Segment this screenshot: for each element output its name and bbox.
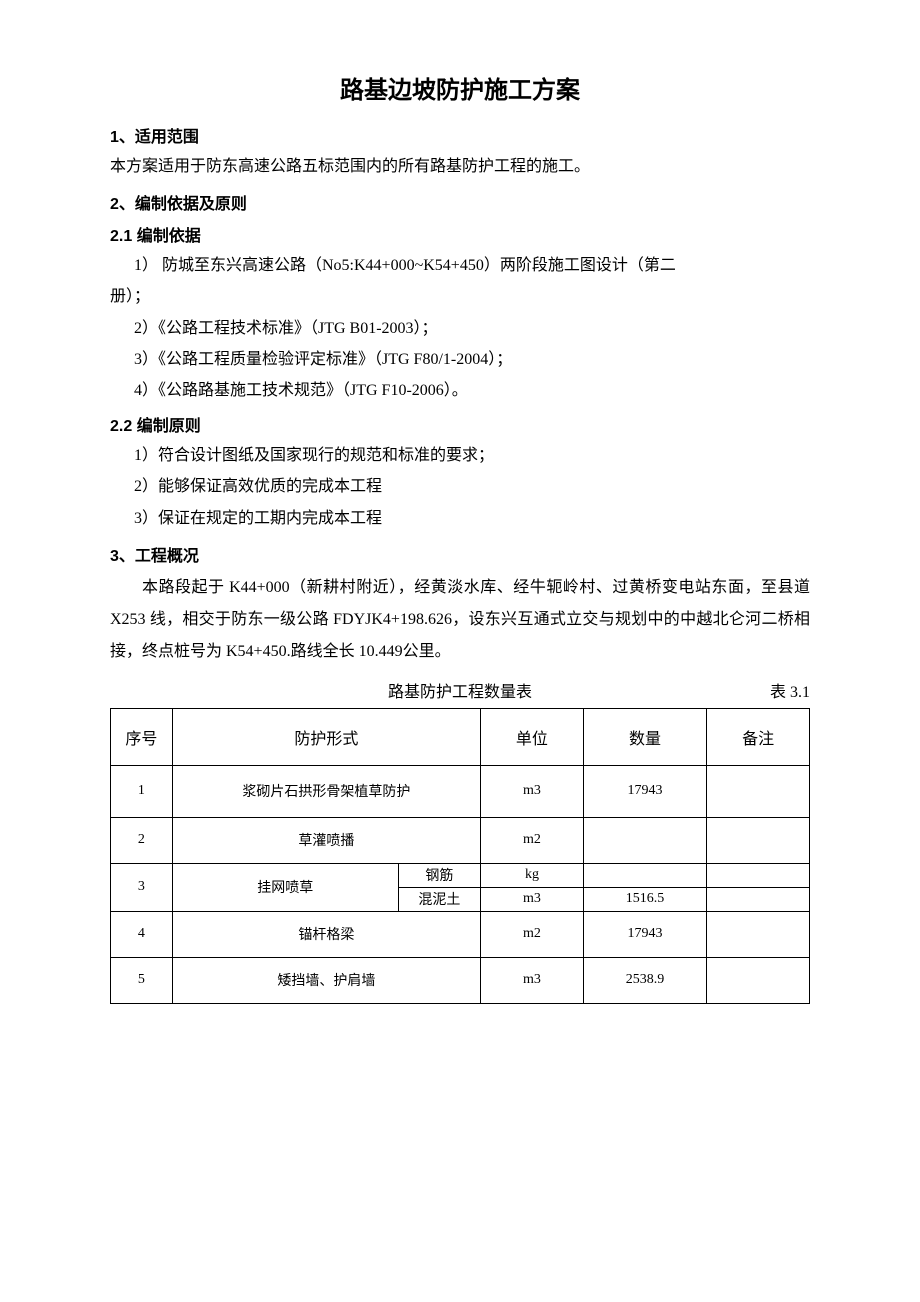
cell-qty: 2538.9 [583, 957, 706, 1003]
cell-note [707, 817, 810, 863]
cell-note [707, 957, 810, 1003]
cell-note [707, 887, 810, 911]
cell-type: 草灌喷播 [172, 817, 480, 863]
cell-unit: m2 [481, 911, 584, 957]
cell-unit: kg [481, 863, 584, 887]
section-2-2-item-2: 2）能够保证高效优质的完成本工程 [110, 473, 810, 500]
cell-seq: 3 [111, 863, 173, 911]
section-3-heading: 3、工程概况 [110, 542, 810, 566]
section-2-1-item-4: 4）《公路路基施工技术规范》（JTG F10-2006）。 [110, 377, 810, 404]
cell-unit: m2 [481, 817, 584, 863]
table-number: 表 3.1 [770, 678, 810, 702]
cell-seq: 4 [111, 911, 173, 957]
section-2-2-item-1: 1）符合设计图纸及国家现行的规范和标准的要求； [110, 442, 810, 469]
cell-type: 锚杆格梁 [172, 911, 480, 957]
table-row: 2 草灌喷播 m2 [111, 817, 810, 863]
cell-qty: 17943 [583, 911, 706, 957]
cell-type: 挂网喷草 [172, 863, 398, 911]
table-caption: 路基防护工程数量表 [388, 678, 532, 702]
cell-note [707, 911, 810, 957]
col-type: 防护形式 [172, 708, 480, 765]
document-page: 路基边坡防护施工方案 1、适用范围 本方案适用于防东高速公路五标范围内的所有路基… [0, 0, 920, 1302]
section-2-1-item-3: 3）《公路工程质量检验评定标准》（JTG F80/1-2004）； [110, 346, 810, 373]
cell-sub: 钢筋 [398, 863, 480, 887]
table-caption-row: 路基防护工程数量表 表 3.1 [110, 678, 810, 702]
section-2-heading: 2、编制依据及原则 [110, 190, 810, 214]
table-header-row: 序号 防护形式 单位 数量 备注 [111, 708, 810, 765]
table-row: 1 浆砌片石拱形骨架植草防护 m3 17943 [111, 765, 810, 817]
cell-seq: 2 [111, 817, 173, 863]
cell-unit: m3 [481, 765, 584, 817]
cell-qty [583, 863, 706, 887]
col-note: 备注 [707, 708, 810, 765]
col-unit: 单位 [481, 708, 584, 765]
section-2-1-item-2: 2）《公路工程技术标准》（JTG B01-2003）； [110, 315, 810, 342]
table-row: 3 挂网喷草 钢筋 kg [111, 863, 810, 887]
cell-seq: 1 [111, 765, 173, 817]
cell-sub: 混泥土 [398, 887, 480, 911]
section-2-2-heading: 2.2 编制原则 [110, 412, 810, 436]
section-1-heading: 1、适用范围 [110, 123, 810, 147]
page-title: 路基边坡防护施工方案 [110, 70, 810, 105]
cell-note [707, 765, 810, 817]
section-2-1-item-1a: 1） 防城至东兴高速公路（No5:K44+000~K54+450）两阶段施工图设… [110, 252, 810, 279]
cell-qty [583, 817, 706, 863]
section-2-1-item-1b: 册）； [110, 283, 810, 310]
cell-type: 浆砌片石拱形骨架植草防护 [172, 765, 480, 817]
quantity-table: 序号 防护形式 单位 数量 备注 1 浆砌片石拱形骨架植草防护 m3 17943… [110, 708, 810, 1004]
col-seq: 序号 [111, 708, 173, 765]
cell-unit: m3 [481, 887, 584, 911]
section-2-1-heading: 2.1 编制依据 [110, 222, 810, 246]
cell-qty: 1516.5 [583, 887, 706, 911]
section-3-paragraph: 本路段起于 K44+000（新耕村附近），经黄淡水库、经牛轭岭村、过黄桥变电站东… [110, 572, 810, 668]
cell-qty: 17943 [583, 765, 706, 817]
cell-type: 矮挡墙、护肩墙 [172, 957, 480, 1003]
cell-seq: 5 [111, 957, 173, 1003]
col-qty: 数量 [583, 708, 706, 765]
table-row: 5 矮挡墙、护肩墙 m3 2538.9 [111, 957, 810, 1003]
section-2-2-item-3: 3）保证在规定的工期内完成本工程 [110, 505, 810, 532]
cell-unit: m3 [481, 957, 584, 1003]
table-row: 4 锚杆格梁 m2 17943 [111, 911, 810, 957]
section-1-paragraph: 本方案适用于防东高速公路五标范围内的所有路基防护工程的施工。 [110, 153, 810, 180]
cell-note [707, 863, 810, 887]
